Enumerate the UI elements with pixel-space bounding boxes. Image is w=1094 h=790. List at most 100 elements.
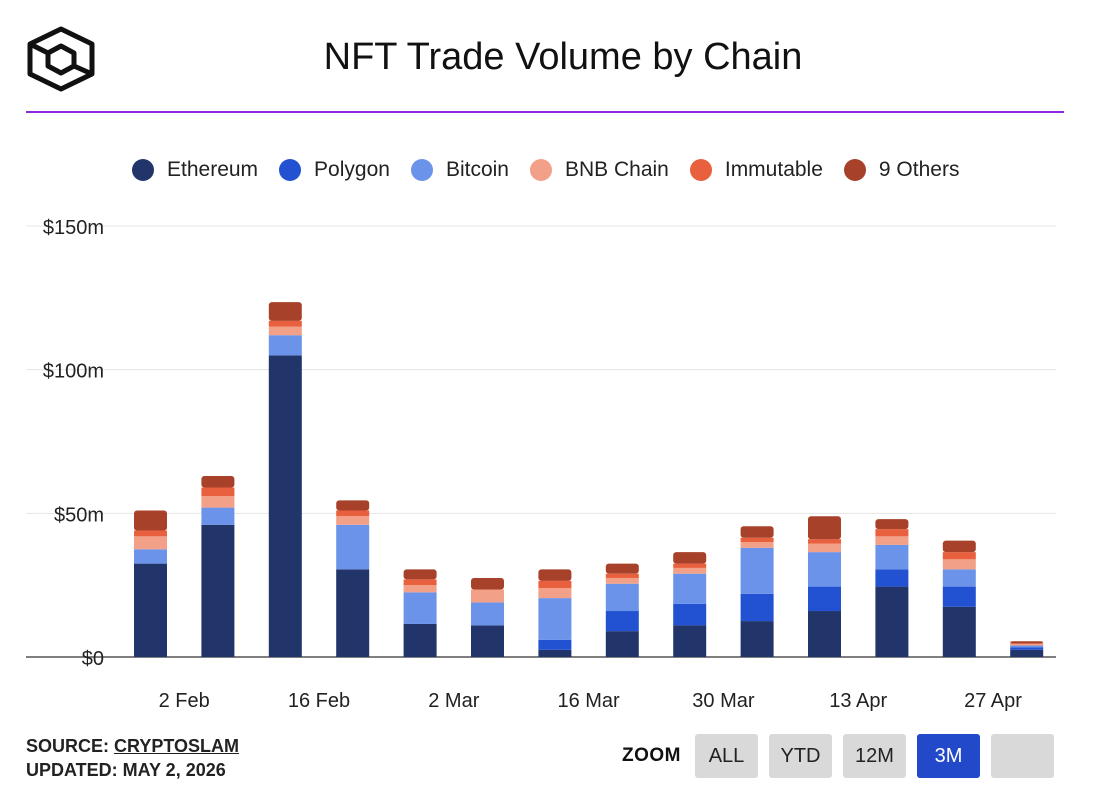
bar-segment <box>336 524 370 570</box>
bar-segment <box>808 611 841 657</box>
bar-segment <box>471 577 504 590</box>
bar-segment <box>942 586 976 607</box>
bar-segment <box>605 583 639 612</box>
legend-item[interactable]: 9 Others <box>843 158 960 182</box>
bar-segment <box>336 510 370 517</box>
x-tick-label: 13 Apr <box>829 690 887 712</box>
legend-item[interactable]: Bitcoin <box>410 158 509 182</box>
bar-segment <box>740 542 774 548</box>
legend-swatch <box>410 159 433 181</box>
bar-segment <box>538 649 572 657</box>
legend-item[interactable]: Immutable <box>689 158 823 182</box>
bar-segment <box>336 500 370 511</box>
bar-segment <box>268 326 302 336</box>
bar-segment <box>471 589 504 603</box>
y-tick-label: $100m <box>43 361 104 383</box>
bar-segment <box>808 543 841 553</box>
title-divider <box>26 111 1064 113</box>
bar-segment <box>1010 641 1044 644</box>
bar-segment <box>403 569 437 580</box>
x-tick-label: 16 Feb <box>288 690 350 712</box>
bar-segment <box>336 569 370 657</box>
y-tick-label: $0 <box>82 648 104 670</box>
legend-swatch <box>843 159 866 181</box>
legend-label: Bitcoin <box>445 158 509 181</box>
bar-segment <box>942 559 976 570</box>
legend-label: 9 Others <box>878 158 960 181</box>
bar-segment <box>1010 643 1044 645</box>
bar-segment <box>471 602 504 626</box>
bar-segment <box>1010 645 1044 648</box>
legend-swatch <box>279 159 302 181</box>
bar-segment <box>268 302 302 321</box>
bar-segment <box>1010 649 1044 657</box>
bar-segment <box>605 577 639 584</box>
bar-segment <box>268 320 302 327</box>
y-tick-label: $50m <box>54 504 104 526</box>
bar-segment <box>134 563 167 657</box>
updated-date: UPDATED: MAY 2, 2026 <box>26 760 226 780</box>
zoom-all-button[interactable]: ALL <box>695 734 758 778</box>
bar-segment <box>942 552 976 560</box>
zoom-ytd-button[interactable]: YTD <box>769 734 832 778</box>
bar-segment <box>1010 644 1044 646</box>
zoom-3m-button[interactable]: 3M <box>917 734 980 778</box>
legend-label: Immutable <box>724 158 823 181</box>
legend-item[interactable]: BNB Chain <box>529 158 669 182</box>
bar-segment <box>875 536 909 545</box>
bar-segment <box>201 487 235 497</box>
x-tick-label: 2 Feb <box>159 690 210 712</box>
source-link[interactable]: CRYPTOSLAM <box>114 736 240 756</box>
x-tick-label: 2 Mar <box>428 690 479 712</box>
bar-segment <box>134 549 167 564</box>
bar-segment <box>134 536 167 550</box>
bar-segment <box>673 563 707 568</box>
bar-segment <box>740 621 774 657</box>
bar-segment <box>605 611 639 632</box>
bar-segment <box>403 585 437 593</box>
chart-title: NFT Trade Volume by Chain <box>323 36 803 78</box>
chart-legend: Ethereum Polygon Bitcoin BNB Chain Immutable… <box>132 158 980 182</box>
bar-segment <box>201 507 235 525</box>
bar-segment <box>538 569 572 581</box>
x-tick-label: 27 Apr <box>964 690 1022 712</box>
bar-segment <box>673 552 707 564</box>
zoom-controls: ZOOM ALL YTD 12M 3M <box>622 734 1065 778</box>
bar-segment <box>808 516 841 540</box>
bar-segment <box>875 569 909 587</box>
bar-segment <box>134 530 167 537</box>
bar-segment <box>201 496 235 508</box>
bar-segment <box>740 526 774 538</box>
bar-segment <box>403 623 437 657</box>
bar-segment <box>605 631 639 657</box>
bar-segment <box>471 625 504 657</box>
bar-segment <box>808 539 841 544</box>
bar-segment <box>201 524 235 657</box>
bar-segment <box>942 540 976 553</box>
bar-segment <box>875 544 909 570</box>
bar-segment <box>201 475 235 488</box>
bar-segment <box>740 593 774 622</box>
bar-segment <box>336 516 370 525</box>
zoom-custom-button[interactable] <box>991 734 1054 778</box>
legend-label: BNB Chain <box>564 158 669 181</box>
legend-swatch <box>689 159 712 181</box>
bar-segment <box>875 529 909 537</box>
bar-segment <box>403 592 437 624</box>
bar-segment <box>875 586 909 657</box>
bar-segment <box>808 586 841 612</box>
bar-segment <box>538 598 572 640</box>
bar-segment <box>942 569 976 587</box>
x-tick-label: 30 Mar <box>692 690 755 712</box>
bar-segment <box>808 552 841 587</box>
zoom-12m-button[interactable]: 12M <box>843 734 906 778</box>
stacked-bar-chart: $0 $50m $100m $150m 2 Feb 16 Feb 2 Mar 16 Mar 30… <box>26 217 1056 712</box>
bar-segment <box>1010 647 1044 650</box>
legend-item[interactable]: Polygon <box>279 158 390 182</box>
zoom-label: ZOOM <box>622 745 681 766</box>
bar-segment <box>268 335 302 356</box>
bar-segment <box>403 579 437 586</box>
legend-item[interactable]: Ethereum <box>132 158 258 182</box>
y-tick-label: $150m <box>43 217 104 239</box>
legend-label: Ethereum <box>167 158 259 181</box>
